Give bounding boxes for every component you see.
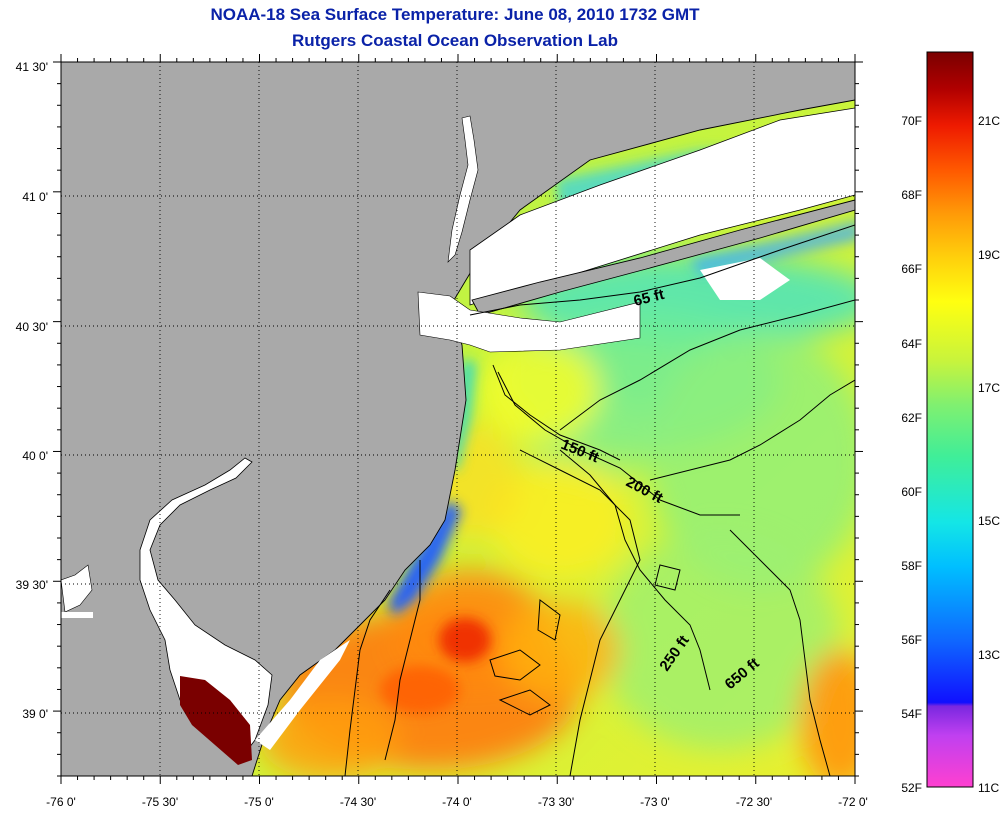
contour-label-65ft: 65 ft (632, 286, 666, 310)
lon-label: -72 30' (736, 795, 772, 809)
longitude-axis: -76 0' -75 30' -75 0' -74 30' -74 0' -73… (46, 795, 868, 809)
land-mass (61, 62, 855, 776)
contour-blob-a (489, 649, 541, 681)
colorbar-c-label: 17C (978, 381, 1000, 395)
temperature-patches (260, 255, 855, 776)
colorbar-gradient (926, 51, 974, 788)
coastal-cloud (700, 258, 790, 300)
lon-label: -76 0' (46, 795, 76, 809)
lon-label: -73 0' (640, 795, 670, 809)
bathymetry-contours (344, 224, 855, 776)
colorbar-celsius-scale: 21C 19C 17C 15C 13C 11C (978, 114, 1000, 795)
colorbar-f-label: 62F (901, 411, 922, 425)
lon-label: -72 0' (838, 795, 868, 809)
lon-label: -73 30' (538, 795, 574, 809)
lat-label: 39 30' (16, 578, 48, 592)
colorbar-c-label: 15C (978, 514, 1000, 528)
cloud-fragment (61, 612, 93, 618)
colorbar-f-label: 56F (901, 633, 922, 647)
lon-label: -74 0' (442, 795, 472, 809)
map-title: NOAA-18 Sea Surface Temperature: June 08… (210, 5, 700, 24)
long-island (471, 199, 855, 316)
contour-shelf-a (519, 449, 641, 776)
contour-blob-b (498, 689, 551, 716)
colorbar-f-label: 54F (901, 707, 922, 721)
colorbar-fahrenheit-scale: 70F 68F 66F 64F 62F 60F 58F 56F 54F 52F (901, 114, 922, 795)
contour-shelf-c (559, 299, 855, 431)
hudson-river (447, 115, 479, 263)
contour-blob-c (654, 564, 681, 591)
map-area: 65 ft 150 ft 200 ft 250 ft 650 ft (61, 62, 855, 776)
latitude-axis: 41 30' 41 0' 40 30' 40 0' 39 30' 39 0' (16, 60, 48, 721)
lon-label: -74 30' (340, 795, 376, 809)
contour-shelf-d (344, 589, 391, 776)
colorbar: 70F 68F 66F 64F 62F 60F 58F 56F 54F 52F … (901, 51, 1000, 795)
contour-shelf-b (649, 379, 855, 481)
lat-label: 39 0' (22, 707, 48, 721)
lon-label: -75 0' (244, 795, 274, 809)
contour-150ft (492, 364, 621, 461)
contour-blob-d (537, 599, 561, 641)
colorbar-c-label: 21C (978, 114, 1000, 128)
colorbar-f-label: 60F (901, 485, 922, 499)
axis-ticks (53, 54, 863, 784)
colorbar-c-label: 13C (978, 648, 1000, 662)
lat-label: 40 30' (16, 320, 48, 334)
colorbar-f-label: 70F (901, 114, 922, 128)
colorbar-f-label: 66F (901, 262, 922, 276)
colorbar-c-label: 11C (978, 781, 999, 795)
graticule (61, 62, 855, 776)
contour-shelf-e (384, 560, 421, 761)
lon-label: -75 30' (142, 795, 178, 809)
colorbar-c-label: 19C (978, 248, 1000, 262)
ny-harbor (417, 291, 641, 353)
lat-label: 41 30' (16, 60, 48, 74)
delaware-bay-warm (180, 676, 252, 765)
colorbar-f-label: 52F (901, 781, 922, 795)
colorbar-f-label: 58F (901, 559, 922, 573)
lat-label: 40 0' (22, 449, 48, 463)
lat-label: 41 0' (22, 190, 48, 204)
contour-200ft (497, 371, 740, 516)
colorbar-f-label: 64F (901, 337, 922, 351)
contour-65ft (469, 224, 855, 316)
map-subtitle: Rutgers Coastal Ocean Observation Lab (292, 31, 618, 50)
contour-650ft (729, 529, 831, 776)
delaware-mouth-cloud (255, 640, 350, 750)
contour-250ft (559, 449, 711, 691)
colorbar-f-label: 68F (901, 188, 922, 202)
